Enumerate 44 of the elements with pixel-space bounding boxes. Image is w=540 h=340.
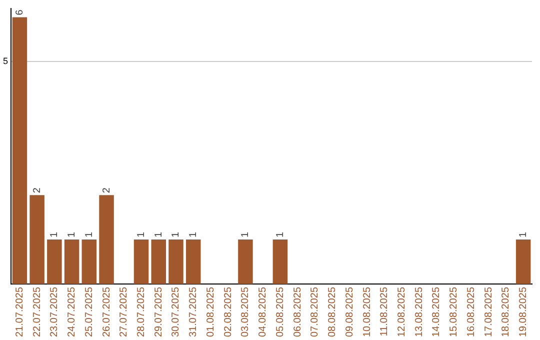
x-tick-label: 22.07.2025 xyxy=(32,286,43,338)
data-label: 1 xyxy=(170,232,182,238)
data-label: 1 xyxy=(518,232,530,238)
data-label: 6 xyxy=(14,9,26,16)
x-tick-label: 11.08.2025 xyxy=(379,286,390,336)
x-tick-label: 28.07.2025 xyxy=(136,286,148,338)
x-tick-label: 17.08.2025 xyxy=(483,286,494,338)
x-tick-label: 06.08.2025 xyxy=(292,286,304,338)
x-tick-label: 26.07.2025 xyxy=(101,286,112,338)
x-tick-label: 27.07.2025 xyxy=(118,286,130,338)
data-label: 1 xyxy=(188,232,200,238)
x-tick-label: 08.08.2025 xyxy=(327,286,338,338)
x-tick-label: 19.08.2025 xyxy=(518,286,530,338)
x-tick-label: 13.08.2025 xyxy=(414,286,425,338)
data-label: 1 xyxy=(136,232,148,238)
data-label: 2 xyxy=(101,187,112,194)
x-tick-label: 07.08.2025 xyxy=(310,286,321,338)
x-tick-label: 29.07.2025 xyxy=(153,286,164,338)
x-tick-label: 10.08.2025 xyxy=(362,286,373,338)
data-label: 1 xyxy=(66,232,78,238)
x-tick-label: 02.08.2025 xyxy=(222,286,234,338)
data-label: 1 xyxy=(153,232,164,238)
x-tick-label: 03.08.2025 xyxy=(240,286,252,338)
x-tick-label: 18.08.2025 xyxy=(500,286,512,338)
data-label: 1 xyxy=(274,232,286,238)
data-label: 2 xyxy=(32,187,43,194)
y-tick-label: 5 xyxy=(2,56,8,66)
x-tick-label: 25.07.2025 xyxy=(84,286,95,338)
x-tick-label: 30.07.2025 xyxy=(170,286,182,338)
data-label: 1 xyxy=(49,232,60,238)
data-label: 1 xyxy=(240,232,252,238)
x-tick-label: 12.08.2025 xyxy=(396,286,408,338)
x-tick-label: 14.08.2025 xyxy=(431,286,442,338)
x-tick-label: 21.07.2025 xyxy=(14,286,26,338)
data-label: 1 xyxy=(84,232,95,238)
x-tick-label: 24.07.2025 xyxy=(66,286,78,338)
x-tick-label: 31.07.2025 xyxy=(188,286,200,338)
x-tick-label: 04.08.2025 xyxy=(258,286,269,338)
x-tick-label: 15.08.2025 xyxy=(448,286,460,338)
x-tick-label: 23.07.2025 xyxy=(49,286,60,338)
x-tick-label: 01.08.2025 xyxy=(205,286,216,338)
x-tick-label: 16.08.2025 xyxy=(466,286,477,338)
x-tick-label: 09.08.2025 xyxy=(344,286,356,338)
x-tick-label: 05.08.2025 xyxy=(274,286,286,338)
